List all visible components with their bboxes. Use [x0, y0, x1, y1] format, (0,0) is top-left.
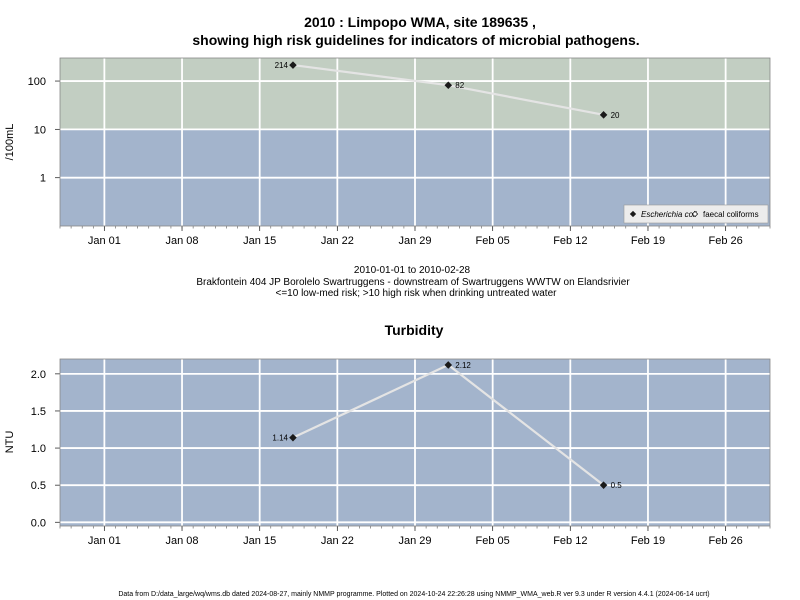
x-tick-label-0: Jan 01 — [88, 235, 121, 247]
data-point-2 — [599, 111, 608, 119]
chart-title-line2: showing high risk guidelines for indicat… — [192, 32, 639, 48]
x-tick-label-0: Jan 01 — [88, 535, 121, 547]
legend-marker-1 — [691, 210, 699, 218]
y-tick-label-1: 0.5 — [31, 480, 46, 492]
x-tick-label-8: Feb 26 — [709, 535, 743, 547]
data-label-0: 214 — [275, 61, 289, 70]
data-label-1: 82 — [455, 81, 464, 90]
x-tick-label-7: Feb 19 — [631, 235, 665, 247]
chart-title-line1: 2010 : Limpopo WMA, site 189635 , — [304, 14, 536, 30]
data-point-1 — [444, 361, 453, 369]
data-label-0: 1.14 — [272, 434, 288, 443]
x-tick-label-4: Jan 29 — [398, 235, 431, 247]
x-tick-label-8: Feb 26 — [709, 235, 743, 247]
data-label-2: 20 — [611, 111, 620, 120]
data-point-1 — [444, 81, 453, 89]
x-tick-label-5: Feb 05 — [476, 535, 510, 547]
data-label-1: 2.12 — [455, 361, 471, 370]
x-tick-label-5: Feb 05 — [476, 235, 510, 247]
x-tick-label-3: Jan 22 — [321, 535, 354, 547]
y-tick-label-0: 1 — [40, 173, 46, 185]
microbial-y-axis-label: /100mL — [4, 124, 16, 161]
x-tick-label-4: Jan 29 — [398, 535, 431, 547]
y-tick-label-3: 1.5 — [31, 406, 46, 418]
microbial-chart: Jan 01 Jan 08 Jan 15 Jan 22 Jan 29 Feb 05 Feb … — [28, 57, 771, 247]
turbidity-chart: Jan 01 Jan 08 Jan 15 Jan 22 Jan 29 Feb 05 Feb … — [31, 358, 771, 547]
x-tick-label-7: Feb 19 — [631, 535, 665, 547]
turbidity-y-axis-label: NTU — [4, 431, 16, 454]
data-point-0 — [289, 433, 297, 442]
y-tick-label-0: 0.0 — [31, 517, 46, 529]
legend-label-1: faecal coliforms — [703, 210, 759, 219]
plot-frame — [59, 358, 771, 527]
caption-site: Brakfontein 404 JP Borolelo Swartruggens… — [196, 277, 630, 288]
plot-frame — [59, 57, 771, 227]
data-label-2: 0.5 — [611, 481, 623, 490]
caption-risk-note: <=10 low-med risk; >10 high risk when dr… — [276, 288, 558, 299]
x-tick-label-2: Jan 15 — [243, 535, 276, 547]
x-tick-label-2: Jan 15 — [243, 235, 276, 247]
x-tick-label-3: Jan 22 — [321, 235, 354, 247]
data-point-2 — [599, 481, 608, 489]
x-tick-label-6: Feb 12 — [553, 235, 587, 247]
y-tick-label-1: 10 — [34, 124, 46, 136]
x-tick-label-6: Feb 12 — [553, 535, 587, 547]
y-tick-label-4: 2.0 — [31, 369, 46, 381]
data-point-0 — [289, 61, 297, 69]
x-tick-label-1: Jan 08 — [166, 535, 199, 547]
footer-note: Data from D:/data_large/wq/wms.db dated … — [118, 591, 709, 598]
y-tick-label-2: 100 — [28, 76, 46, 88]
caption-date-range: 2010-01-01 to 2010-02-28 — [354, 265, 471, 276]
legend-label-0: Escherichia coli — [641, 210, 697, 219]
legend-marker-0 — [629, 210, 637, 218]
x-tick-label-1: Jan 08 — [166, 235, 199, 247]
y-tick-label-2: 1.0 — [31, 443, 46, 455]
turbidity-title: Turbidity — [385, 322, 444, 338]
